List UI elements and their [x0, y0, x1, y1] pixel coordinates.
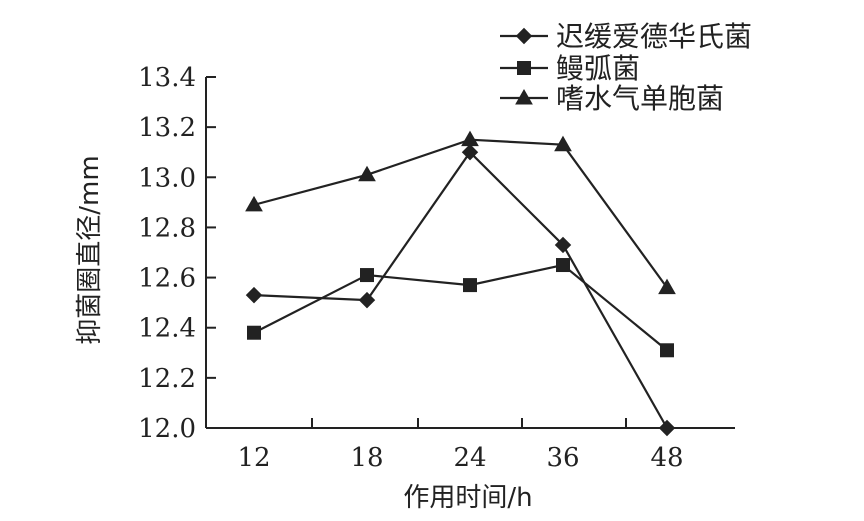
data-point-triangle	[245, 195, 263, 212]
axes	[205, 77, 735, 429]
legend-item: 迟缓爱德华氏菌	[500, 20, 752, 53]
series-square	[247, 258, 674, 358]
x-tick-label: 48	[650, 443, 683, 473]
legend-marker-diamond	[515, 27, 533, 45]
data-point-diamond	[554, 236, 572, 254]
data-point-diamond	[461, 144, 479, 161]
series-line	[253, 138, 668, 289]
y-tick-label: 12.6	[138, 264, 196, 294]
y-tick-label: 13.0	[138, 163, 196, 193]
legend-label: 鳗弧菌	[556, 52, 640, 85]
series-triangle	[245, 130, 676, 295]
x-axis-label: 作用时间/h	[403, 483, 532, 513]
legend-label: 迟缓爱德华氏菌	[556, 20, 752, 53]
legend-item: 鳗弧菌	[500, 52, 640, 85]
x-tick-label: 12	[237, 443, 270, 473]
data-point-triangle	[461, 130, 479, 147]
data-point-square	[247, 325, 261, 340]
data-point-diamond	[658, 419, 676, 437]
data-point-triangle	[658, 278, 676, 295]
data-point-square	[660, 343, 674, 358]
plot-area	[245, 130, 676, 437]
data-point-square	[360, 268, 374, 283]
series-line	[253, 263, 668, 352]
y-tick-label: 12.8	[138, 213, 196, 243]
data-point-diamond	[358, 291, 376, 309]
data-point-square	[556, 258, 570, 273]
y-tick-label: 12.2	[138, 364, 196, 394]
x-tick-label: 18	[350, 443, 383, 473]
series-diamond	[245, 144, 676, 437]
x-tick-label: 36	[546, 443, 579, 473]
legend-marker-square	[517, 61, 531, 75]
y-tick-label: 13.4	[138, 63, 196, 93]
legend-item: 嗜水气单胞菌	[500, 82, 724, 115]
y-tick-label: 13.2	[138, 113, 196, 143]
legend-marker-triangle	[515, 88, 533, 105]
data-point-triangle	[554, 135, 572, 152]
x-axis-ticks: 12 18 24 36 48	[237, 418, 684, 473]
y-tick-label: 12.4	[138, 314, 196, 344]
data-point-triangle	[358, 165, 376, 182]
data-point-diamond	[245, 286, 263, 304]
data-point-square	[463, 278, 477, 293]
legend-label: 嗜水气单胞菌	[556, 82, 724, 115]
y-axis-ticks: 12.0 12.2 12.4 12.6 12.8 13.0 13.2 13.4	[138, 63, 216, 444]
y-axis-label: 抑菌圈直径/mm	[75, 155, 105, 344]
x-tick-label: 24	[453, 443, 486, 473]
series-line	[253, 150, 668, 429]
y-tick-label: 12.0	[138, 414, 196, 444]
